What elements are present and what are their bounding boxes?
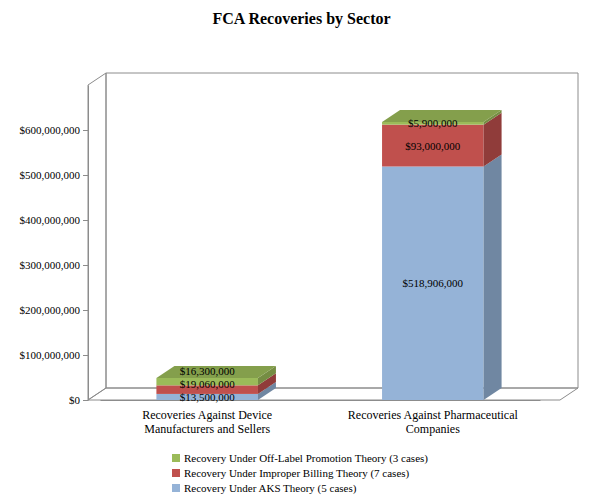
- y-tick-mark: [83, 265, 88, 266]
- y-tick: $200,000,000: [20, 304, 89, 316]
- x-tick-label: Recoveries Against DeviceManufacturers a…: [142, 408, 272, 436]
- y-tick: $300,000,000: [20, 259, 89, 271]
- legend-swatch: [172, 454, 180, 462]
- data-label: $16,300,000: [180, 365, 236, 377]
- legend-item: Recovery Under Off-Label Promotion Theor…: [172, 452, 428, 465]
- x-tick: Recoveries Against DeviceManufacturers a…: [142, 400, 272, 436]
- y-tick-mark: [83, 400, 88, 401]
- legend-item: Recovery Under Improper Billing Theory (…: [172, 467, 410, 480]
- y-tick-label: $500,000,000: [20, 169, 81, 181]
- legend-swatch: [172, 469, 180, 477]
- y-axis-line: [88, 86, 89, 401]
- data-label: $93,000,000: [405, 140, 461, 152]
- y-tick-mark: [83, 220, 88, 221]
- y-tick: $400,000,000: [20, 214, 89, 226]
- walls: [88, 73, 578, 400]
- y-tick: $100,000,000: [20, 349, 89, 361]
- bar: [382, 166, 484, 400]
- legend-label: Recovery Under Off-Label Promotion Theor…: [184, 452, 428, 465]
- side-wall: [88, 73, 106, 400]
- data-label: $19,060,000: [180, 378, 236, 390]
- y-tick-mark: [83, 130, 88, 131]
- y-tick: $500,000,000: [20, 169, 89, 181]
- back-wall: [106, 73, 578, 388]
- legend: Recovery Under Off-Label Promotion Theor…: [172, 452, 428, 495]
- legend-label: Recovery Under Improper Billing Theory (…: [184, 467, 410, 480]
- y-tick-mark: [83, 175, 88, 176]
- y-tick-mark: [83, 355, 88, 356]
- legend-label: Recovery Under AKS Theory (5 cases): [184, 482, 357, 495]
- data-labels: $13,500,000 $518,906,000 $19,060,000 $93,00…: [180, 117, 464, 403]
- data-label: $13,500,000: [180, 391, 236, 403]
- bar: [382, 125, 484, 167]
- y-tick-label: $600,000,000: [20, 124, 81, 136]
- y-tick: $600,000,000: [20, 124, 89, 136]
- bars: [156, 110, 501, 400]
- x-axis-line: [101, 400, 541, 401]
- legend-item: Recovery Under AKS Theory (5 cases): [172, 482, 357, 495]
- title: FCA Recoveries by Sector: [212, 10, 390, 28]
- chart: FCA Recoveries by Sector $0 $100,000,000 $2…: [0, 0, 603, 501]
- data-label: $5,900,000: [408, 117, 458, 129]
- legend-swatch: [172, 484, 180, 492]
- data-label: $518,906,000: [403, 277, 464, 289]
- y-tick-mark: [83, 310, 88, 311]
- y-tick: $0: [69, 394, 88, 406]
- y-tick-label: $400,000,000: [20, 214, 81, 226]
- x-axis: Recoveries Against DeviceManufacturers a…: [101, 400, 541, 436]
- y-axis: $0 $100,000,000 $200,000,000 $300,000,000 $4…: [20, 86, 89, 407]
- y-tick-label: $100,000,000: [20, 349, 81, 361]
- x-tick: Recoveries Against PharmaceuticalCompani…: [348, 400, 519, 436]
- y-tick-label: $200,000,000: [20, 304, 81, 316]
- y-tick-label: $300,000,000: [20, 259, 81, 271]
- bar-side-face: [484, 154, 502, 400]
- y-tick-label: $0: [69, 394, 81, 406]
- x-tick-label: Recoveries Against PharmaceuticalCompani…: [348, 408, 519, 436]
